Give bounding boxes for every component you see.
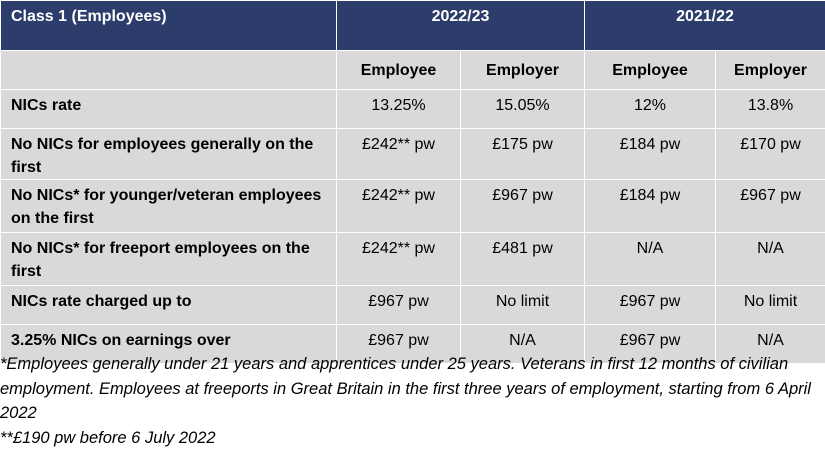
cell-value: £184 pw [584, 128, 716, 180]
table-row: No NICs for employees generally on the f… [0, 128, 825, 180]
year-header-2021-22: 2021/22 [584, 0, 825, 51]
cell-value: N/A [584, 232, 716, 286]
cell-value: £967 pw [715, 179, 825, 233]
table-title: Class 1 (Employees) [0, 0, 337, 51]
footnote-eligibility: *Employees generally under 21 years and … [0, 355, 811, 422]
cell-value: 15.05% [460, 89, 585, 129]
subheader-employee-2022-23: Employee [336, 50, 461, 90]
row-label: 3.25% NICs on earnings over [0, 324, 337, 364]
row-label: No NICs* for freeport employees on the f… [0, 232, 337, 286]
cell-value: £242** pw [336, 232, 461, 286]
cell-value: £242** pw [336, 179, 461, 233]
nics-table: Class 1 (Employees) 2022/23 2021/22 Empl… [0, 0, 825, 364]
cell-value: £481 pw [460, 232, 585, 286]
subheader-employer-2021-22: Employer [715, 50, 825, 90]
cell-value: £967 pw [584, 324, 716, 364]
cell-value: N/A [715, 232, 825, 286]
cell-value: No limit [715, 285, 825, 325]
table-row: No NICs* for younger/veteran employees o… [0, 179, 825, 233]
cell-value: £184 pw [584, 179, 716, 233]
table-subheader-row: Employee Employer Employee Employer [0, 50, 825, 90]
year-header-2022-23: 2022/23 [336, 0, 585, 51]
subheader-employer-2022-23: Employer [460, 50, 585, 90]
table-row: 3.25% NICs on earnings over £967 pw N/A … [0, 324, 825, 364]
row-label: NICs rate [0, 89, 337, 129]
cell-value: £170 pw [715, 128, 825, 180]
table-row: NICs rate 13.25% 15.05% 12% 13.8% [0, 89, 825, 129]
table-header-row: Class 1 (Employees) 2022/23 2021/22 [0, 0, 825, 51]
table-row: No NICs* for freeport employees on the f… [0, 232, 825, 286]
subheader-employee-2021-22: Employee [584, 50, 716, 90]
cell-value: £967 pw [584, 285, 716, 325]
cell-value: £242** pw [336, 128, 461, 180]
cell-value: 13.8% [715, 89, 825, 129]
row-label: No NICs for employees generally on the f… [0, 128, 337, 180]
footnote-threshold-change: **£190 pw before 6 July 2022 [0, 428, 216, 447]
cell-value: £967 pw [336, 285, 461, 325]
cell-value: N/A [460, 324, 585, 364]
cell-value: £175 pw [460, 128, 585, 180]
row-label: NICs rate charged up to [0, 285, 337, 325]
subheader-empty-cell [0, 50, 337, 90]
row-label: No NICs* for younger/veteran employees o… [0, 179, 337, 233]
cell-value: £967 pw [460, 179, 585, 233]
footnotes: *Employees generally under 21 years and … [0, 352, 825, 450]
table-row: NICs rate charged up to £967 pw No limit… [0, 285, 825, 325]
cell-value: N/A [715, 324, 825, 364]
cell-value: 12% [584, 89, 716, 129]
cell-value: No limit [460, 285, 585, 325]
cell-value: 13.25% [336, 89, 461, 129]
